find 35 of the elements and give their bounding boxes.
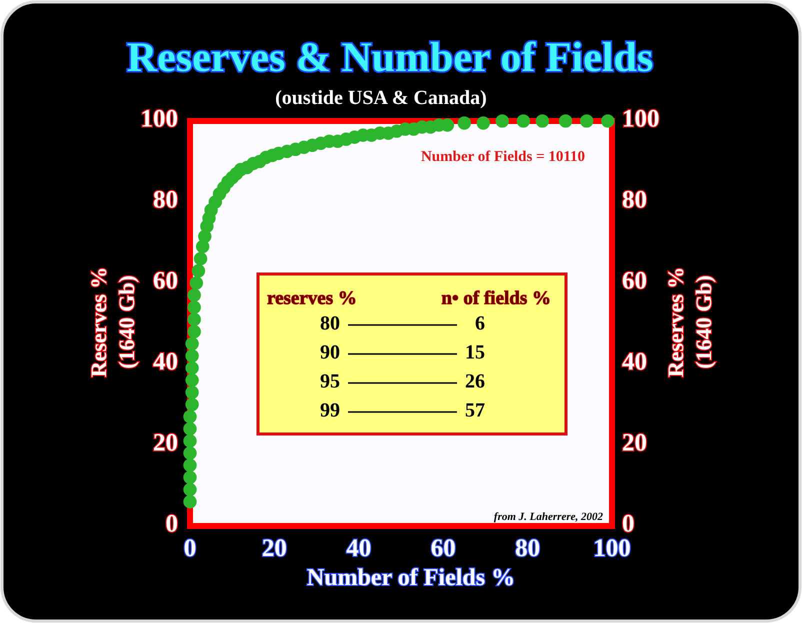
x-tick-label: 40 [346, 535, 372, 562]
annotation: 90 [320, 342, 340, 364]
x-tick-label: 100 [593, 535, 631, 562]
annotation: 15 [465, 342, 485, 364]
y2-tick-label: 60 [622, 268, 647, 295]
x-axis-title: Number of Fields % [306, 565, 516, 591]
y2-tick-label: 80 [622, 186, 647, 214]
x-tick-label: 60 [430, 535, 456, 562]
y2-tick-label: 100 [622, 106, 660, 133]
y2-tick-label: 0 [622, 510, 634, 538]
x-tick-label: 0 [184, 535, 196, 562]
annotation: 95 [320, 370, 340, 393]
annotation: 57 [465, 400, 485, 422]
annotation: 99 [320, 400, 340, 422]
annotation: reserves % [267, 288, 357, 309]
y-tick-label: 20 [153, 430, 178, 457]
y2-axis-title: Reserves % (1640 Gb) [663, 266, 716, 378]
y2-tick-label: 40 [622, 348, 647, 376]
chart-title: Reserves & Number of Fields [126, 35, 654, 81]
annotation: 26 [465, 370, 485, 393]
y-axis-title: Reserves % (1640 Gb) [86, 266, 140, 378]
x-tick-label: 80 [515, 535, 540, 562]
annotation: 6 [475, 312, 485, 335]
y-tick-label: 100 [140, 106, 178, 133]
annotation: Number of Fields = 10110 [420, 149, 586, 165]
y-tick-label: 0 [166, 510, 178, 538]
annotation: n• of fields % [441, 288, 551, 309]
y-tick-label: 40 [153, 348, 178, 376]
annotation: 80 [320, 312, 340, 335]
y-tick-label: 80 [153, 186, 178, 214]
x-tick-label: 20 [262, 535, 287, 562]
chart-subtitle: (oustide USA & Canada) [275, 87, 487, 109]
y-tick-label: 60 [153, 268, 178, 295]
annotation: from J. Laherrere, 2002 [494, 511, 604, 523]
y2-tick-label: 20 [622, 430, 647, 457]
